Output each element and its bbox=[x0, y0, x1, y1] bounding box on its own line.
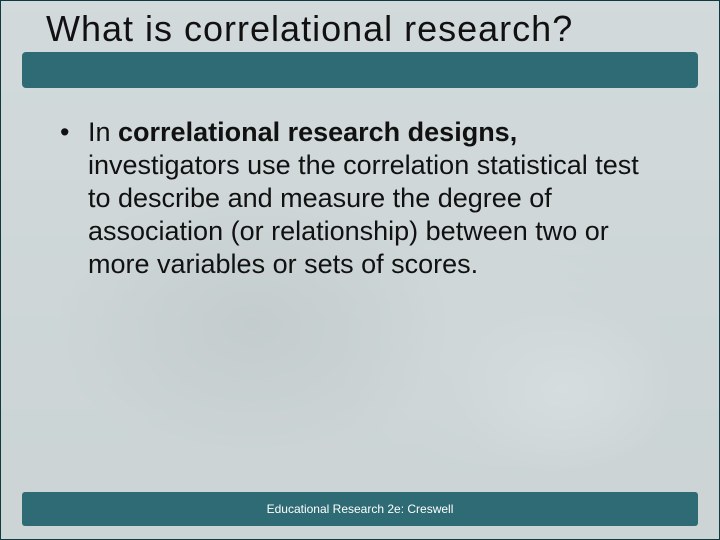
title-region: What is correlational research? bbox=[22, 10, 698, 88]
bullet-bold: correlational research designs, bbox=[118, 117, 517, 147]
slide: What is correlational research? • In cor… bbox=[0, 0, 720, 540]
slide-title: What is correlational research? bbox=[46, 10, 573, 48]
bullet-rest: investigators use the correlation statis… bbox=[88, 150, 639, 279]
footer-text: Educational Research 2e: Creswell bbox=[267, 502, 454, 516]
bullet-prefix: In bbox=[88, 117, 118, 147]
title-bar bbox=[22, 52, 698, 88]
bullet-text: In correlational research designs, inves… bbox=[88, 116, 660, 281]
bullet-marker: • bbox=[60, 116, 88, 281]
bullet-item: • In correlational research designs, inv… bbox=[80, 116, 660, 281]
footer-bar: Educational Research 2e: Creswell bbox=[22, 492, 698, 526]
body-text: • In correlational research designs, inv… bbox=[80, 116, 660, 281]
